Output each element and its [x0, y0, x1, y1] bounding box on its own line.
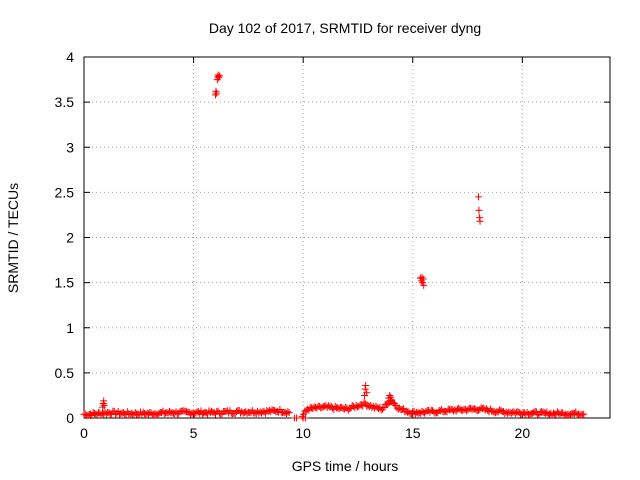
data-point: [475, 193, 482, 201]
data-point: [99, 403, 107, 411]
data-point: [285, 409, 293, 417]
y-tick-label: 0: [66, 410, 74, 426]
data-point: [215, 72, 223, 80]
data-point: [360, 398, 368, 406]
x-tick-label: 20: [515, 425, 531, 441]
data-point: [213, 89, 221, 97]
x-tick-label: 5: [190, 425, 198, 441]
data-point: [580, 410, 588, 418]
y-tick-label: 0.5: [55, 365, 75, 381]
data-point: [419, 275, 427, 283]
x-tick-label: 15: [405, 425, 421, 441]
data-point: [100, 401, 108, 409]
y-tick-label: 4: [66, 49, 74, 65]
y-tick-label: 3.5: [55, 94, 75, 110]
y-tick-label: 2: [66, 230, 74, 246]
data-point: [475, 206, 483, 214]
data-point: [284, 408, 292, 416]
y-tick-label: 1: [66, 320, 74, 336]
x-axis-label: GPS time / hours: [292, 458, 399, 474]
data-point: [301, 414, 309, 422]
data-point: [212, 87, 220, 95]
y-tick-label: 2.5: [55, 184, 75, 200]
data-point: [379, 405, 387, 413]
data-point: [362, 382, 370, 390]
data-point: [293, 414, 301, 422]
chart-title: Day 102 of 2017, SRMTID for receiver dyn…: [209, 20, 481, 36]
x-tick-label: 10: [295, 425, 311, 441]
data-point: [418, 273, 426, 281]
data-point: [384, 401, 392, 409]
data-point: [420, 281, 428, 289]
y-axis-label: SRMTID / TECUs: [5, 183, 21, 293]
data-point: [363, 389, 371, 397]
x-tick-label: 0: [80, 425, 88, 441]
axis-ticks: 0 5 10 15 20 0 0.5 1 1.5 2 2.5 3 3.5 4: [55, 49, 610, 441]
data-point: [388, 396, 396, 404]
data-point: [476, 217, 484, 225]
y-tick-label: 3: [66, 139, 74, 155]
grid-lines: [84, 57, 610, 418]
data-point: [215, 74, 223, 82]
data-point: [578, 411, 586, 419]
plot-frame: [83, 56, 611, 419]
y-tick-label: 1.5: [55, 275, 75, 291]
data-points: [80, 71, 588, 422]
data-point: [386, 391, 394, 399]
